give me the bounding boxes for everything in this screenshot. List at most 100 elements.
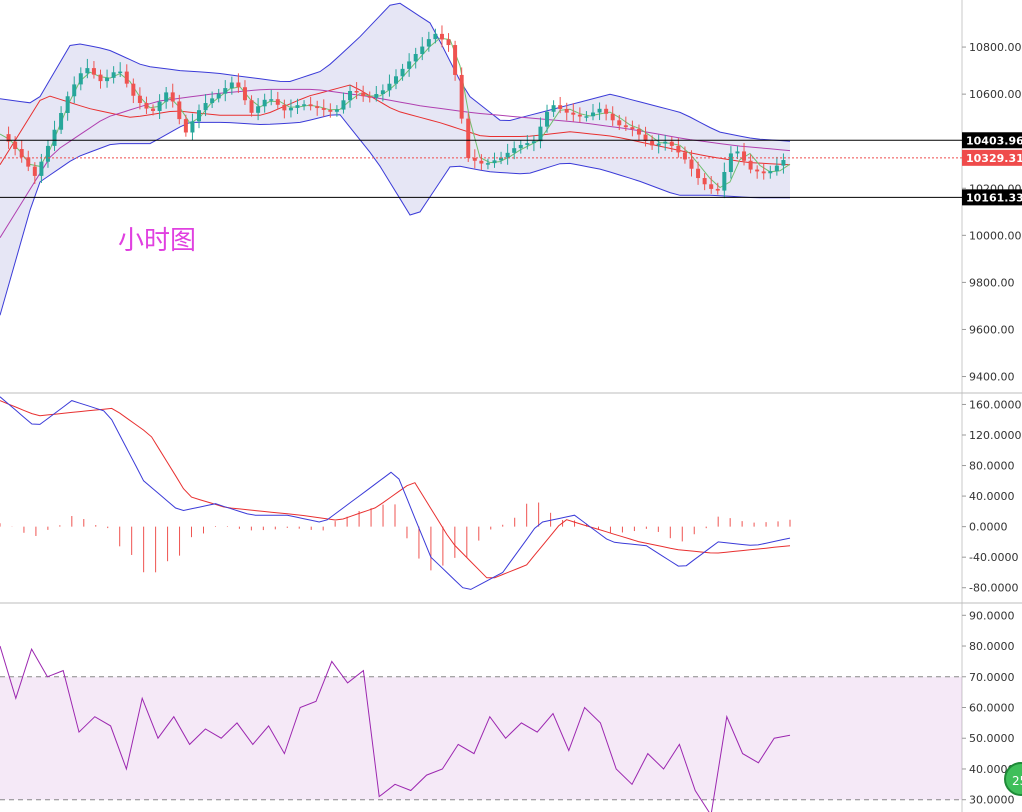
- candle-body: [367, 96, 372, 98]
- candle-body: [387, 83, 392, 91]
- candle-body: [282, 104, 287, 111]
- macd-axis-tick: 160.0000: [969, 398, 1022, 411]
- candle-body: [32, 166, 37, 176]
- candle-body: [52, 129, 57, 146]
- candle-body: [137, 95, 142, 103]
- rsi-axis-tick: 30.0000: [969, 794, 1015, 807]
- candle-body: [111, 72, 116, 78]
- candle-body: [256, 106, 261, 113]
- candle-body: [577, 114, 582, 117]
- bollinger-band-fill: [0, 3, 790, 316]
- candle-body: [472, 157, 477, 161]
- candle-body: [91, 68, 96, 75]
- candle-body: [453, 45, 458, 75]
- candle-body: [479, 160, 484, 164]
- candle-body: [735, 151, 740, 154]
- candle-body: [380, 90, 385, 95]
- candle-body: [157, 101, 162, 111]
- candle-body: [623, 125, 628, 128]
- candle-body: [124, 71, 129, 84]
- candle-body: [492, 160, 497, 164]
- candle-body: [334, 109, 339, 112]
- candle-body: [433, 33, 438, 40]
- candle-body: [689, 159, 694, 169]
- candle-body: [439, 33, 444, 40]
- candle-body: [177, 101, 182, 120]
- moving-average-long-line: [0, 88, 791, 238]
- candle-body: [715, 188, 720, 191]
- candle-body: [131, 83, 136, 96]
- macd-axis-tick: 80.0000: [969, 460, 1015, 473]
- macd-axis-tick: 0.0000: [969, 521, 1008, 534]
- candle-body: [551, 105, 556, 112]
- candle-body: [571, 112, 576, 115]
- candle-body: [65, 96, 70, 113]
- level-tag-2: [962, 149, 1022, 166]
- candle-body: [242, 87, 247, 101]
- candle-body: [164, 92, 169, 102]
- candle-body: [6, 134, 11, 142]
- candle-body: [59, 112, 64, 130]
- candle-body: [315, 106, 320, 109]
- candle-body: [354, 91, 359, 93]
- candle-body: [761, 171, 766, 174]
- candle-body: [118, 71, 123, 74]
- level-tag-label-1: 10161.33: [966, 191, 1022, 204]
- candle-body: [617, 120, 622, 126]
- macd-axis-tick: -80.0000: [969, 582, 1018, 595]
- candle-body: [669, 141, 674, 146]
- annotation-text: 小时图: [118, 226, 196, 256]
- rsi-axis-tick: 80.0000: [969, 640, 1015, 653]
- candle-body: [13, 141, 18, 150]
- candle-body: [229, 82, 234, 89]
- candle-body: [407, 61, 412, 69]
- price-axis-tick: 9400.00: [969, 371, 1015, 384]
- rsi-axis-tick: 70.0000: [969, 671, 1015, 684]
- candle-body: [426, 39, 431, 47]
- candle-body: [597, 108, 602, 113]
- candle-body: [768, 171, 773, 174]
- candle-body: [216, 93, 221, 99]
- candle-body: [682, 152, 687, 160]
- candle-body: [446, 39, 451, 46]
- level-tag-1: [962, 189, 1022, 206]
- candle-body: [288, 107, 293, 111]
- macd-dif-line: [0, 396, 791, 590]
- candle-body: [604, 108, 609, 114]
- candle-body: [545, 111, 550, 127]
- level-tag-0: [962, 132, 1022, 149]
- candle-body: [636, 129, 641, 135]
- candle-body: [203, 103, 208, 111]
- candle-body: [183, 119, 188, 133]
- candle-body: [262, 99, 267, 107]
- rsi-axis-tick: 90.0000: [969, 609, 1015, 622]
- candle-body: [295, 105, 300, 108]
- candle-body: [564, 108, 569, 113]
- macd-axis-tick: 40.0000: [969, 490, 1015, 503]
- candle-body: [531, 141, 536, 144]
- price-axis-tick: 10800.00: [969, 41, 1022, 54]
- candle-body: [584, 116, 589, 118]
- rsi-axis-tick: 50.0000: [969, 732, 1015, 745]
- rsi-axis-tick: 60.0000: [969, 702, 1015, 715]
- rsi-axis-tick: 40.0000: [969, 763, 1015, 776]
- candle-body: [26, 157, 31, 167]
- candle-body: [650, 141, 655, 146]
- candle-body: [236, 82, 241, 88]
- candle-body: [709, 184, 714, 189]
- candle-body: [321, 108, 326, 110]
- candle-body: [269, 99, 274, 101]
- candle-body: [512, 148, 517, 153]
- candle-body: [459, 74, 464, 119]
- macd-dea-line: [0, 400, 791, 579]
- price-axis-tick: 9800.00: [969, 276, 1015, 289]
- candle-body: [98, 74, 103, 82]
- macd-axis-tick: 120.0000: [969, 429, 1022, 442]
- candle-body: [663, 141, 668, 144]
- candle-body: [394, 76, 398, 84]
- candle-body: [144, 102, 149, 109]
- candle-body: [755, 169, 760, 172]
- candle-body: [499, 157, 504, 161]
- candle-body: [538, 126, 543, 142]
